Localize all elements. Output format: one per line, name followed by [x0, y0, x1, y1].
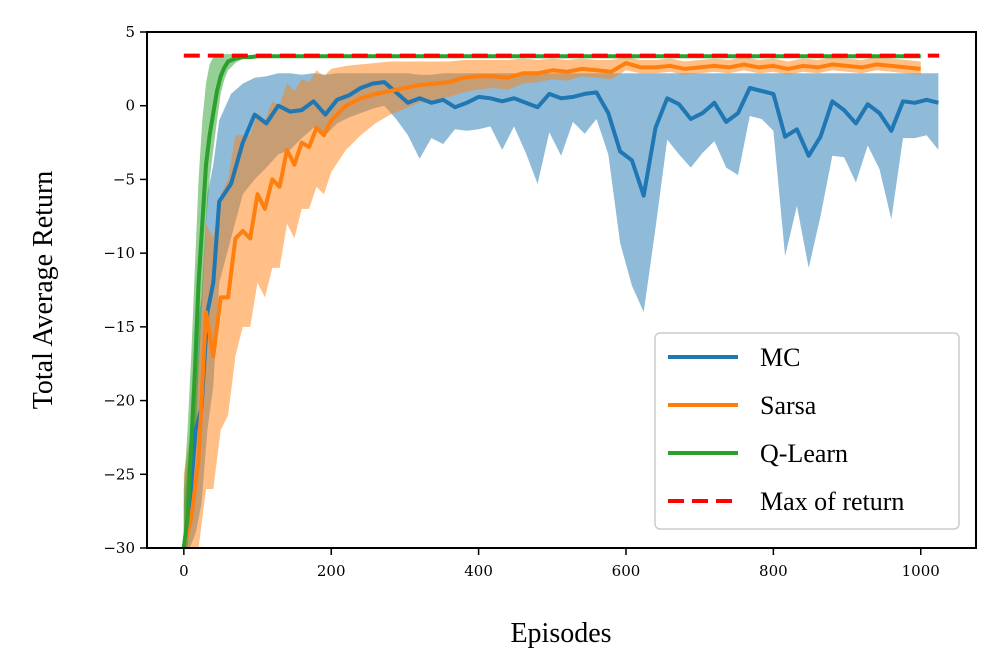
confidence-bands [183, 54, 939, 548]
legend: MC Sarsa Q-Learn Max of return [654, 332, 960, 530]
y-tick-label: 5 [125, 23, 135, 41]
y-tick-label: 0 [125, 97, 135, 115]
legend-label-mc: MC [760, 343, 800, 372]
q-learn-line [181, 54, 921, 548]
y-tick-label: −30 [103, 539, 135, 557]
y-tick-label: −5 [113, 170, 135, 188]
x-tick-label: 400 [464, 562, 493, 580]
x-axis-label: Episodes [510, 618, 611, 649]
y-axis: −30 −25 −20 −15 −10 −5 0 5 [103, 23, 147, 557]
series-lines [181, 53, 940, 548]
legend-label-max-of-return: Max of return [760, 487, 904, 516]
plot-frame [146, 31, 977, 549]
y-tick-label: −15 [103, 318, 135, 336]
legend-label-sarsa: Sarsa [760, 391, 817, 420]
y-tick-label: −10 [103, 244, 135, 262]
x-tick-label: 1000 [902, 562, 940, 580]
x-axis: 0 200 400 600 800 1000 [179, 548, 940, 580]
y-axis-label: Total Average Return [28, 171, 59, 410]
legend-box [654, 332, 960, 530]
x-tick-label: 800 [759, 562, 788, 580]
x-tick-label: 200 [317, 562, 346, 580]
y-tick-label: −20 [103, 392, 135, 410]
x-tick-label: 600 [612, 562, 641, 580]
x-tick-label: 0 [179, 562, 189, 580]
sarsa-line [181, 61, 921, 548]
y-tick-label: −25 [103, 465, 135, 483]
mc-line [181, 80, 939, 548]
legend-label-q-learn: Q-Learn [760, 439, 848, 468]
